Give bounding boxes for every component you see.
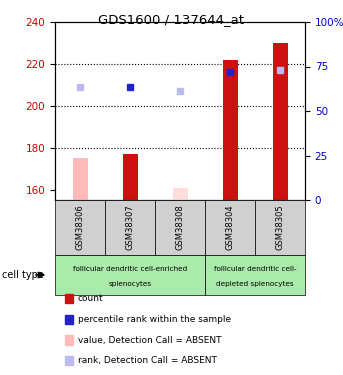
Text: cell type: cell type (2, 270, 44, 280)
Text: splenocytes: splenocytes (108, 281, 152, 287)
Text: percentile rank within the sample: percentile rank within the sample (78, 315, 231, 324)
Text: GSM38304: GSM38304 (225, 205, 235, 251)
Text: value, Detection Call = ABSENT: value, Detection Call = ABSENT (78, 336, 222, 345)
Text: rank, Detection Call = ABSENT: rank, Detection Call = ABSENT (78, 356, 217, 365)
Text: GSM38305: GSM38305 (275, 205, 284, 251)
Text: GDS1600 / 137644_at: GDS1600 / 137644_at (98, 13, 245, 26)
Text: GSM38308: GSM38308 (176, 205, 185, 251)
Bar (173, 189, 188, 200)
Bar (72, 158, 87, 200)
Text: GSM38306: GSM38306 (75, 205, 84, 251)
Bar (122, 154, 138, 200)
Text: depleted splenocytes: depleted splenocytes (216, 281, 294, 287)
Text: GSM38307: GSM38307 (126, 205, 134, 251)
Bar (223, 60, 237, 200)
Bar (272, 43, 287, 200)
Text: count: count (78, 294, 104, 303)
Text: follicular dendritic cell-enriched: follicular dendritic cell-enriched (73, 266, 187, 272)
Text: follicular dendritic cell-: follicular dendritic cell- (214, 266, 296, 272)
